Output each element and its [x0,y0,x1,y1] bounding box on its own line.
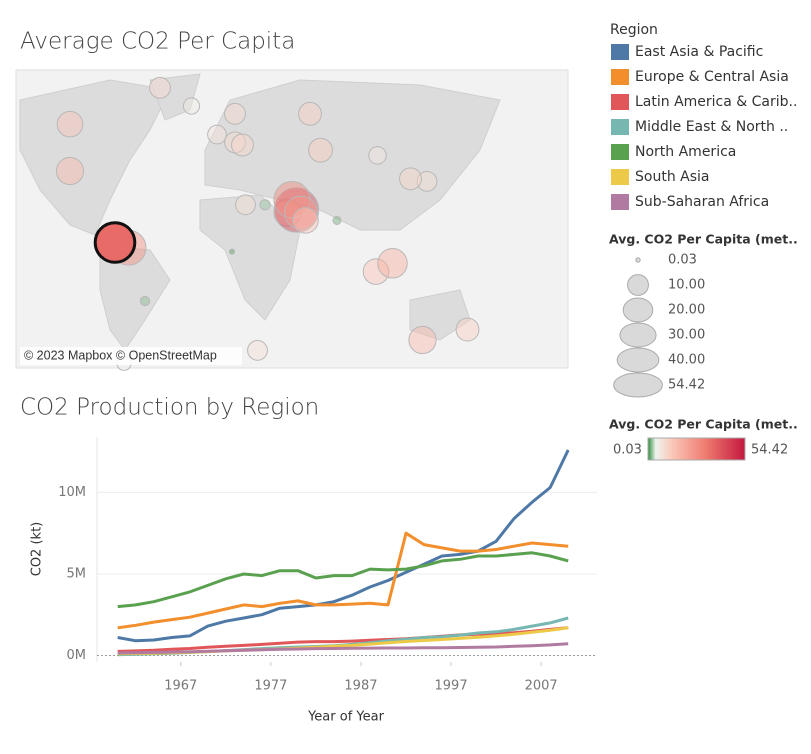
eurasia [204,79,501,231]
map-point [182,97,201,115]
color-legend-min: 0.03 [613,443,642,458]
size-legend-label: 20.00 [668,303,705,318]
legend-label: Middle East & North .. [635,119,788,135]
size-legend-circle [619,322,657,348]
size-legend-label: 54.42 [668,378,705,393]
y-tick-label: 10M [58,485,86,500]
region-legend-title: Region [610,22,658,38]
y-tick-label: 5M [67,566,87,581]
africa [199,194,301,321]
legend-swatch [611,119,629,135]
map-point [298,101,322,126]
map-point [368,146,387,165]
x-tick-label: 1987 [344,679,377,694]
size-legend-circle [622,297,654,323]
legend-swatch [611,169,629,185]
x-tick-label: 1967 [164,679,197,694]
map-point [416,171,438,192]
map-point [308,137,333,163]
map-point [292,207,319,234]
map-point [207,124,227,145]
map-point [408,325,437,355]
map-point [228,248,236,255]
series-line [117,626,569,653]
x-axis-title: Year of Year [307,710,384,725]
series-line [117,449,570,643]
map-point [149,76,171,99]
greenland [149,73,201,121]
map-point [332,215,342,225]
map-attribution: © 2023 Mapbox © OpenStreetMap [24,348,217,362]
map-point [224,102,246,125]
color-legend-title: Avg. CO2 Per Capita (met.. [609,417,798,432]
y-axis-title: CO2 (kt) [30,522,45,576]
map-point [259,199,271,211]
size-legend-label: 30.00 [668,328,705,343]
legend-label: Europe & Central Asia [635,69,789,85]
map-point [247,340,268,361]
size-legend-label: 10.00 [668,278,705,293]
x-tick-label: 2007 [525,679,558,694]
australia [409,289,471,341]
legend-swatch [611,194,629,210]
size-legend-circle [627,274,649,296]
map-point [377,248,408,279]
map-point [362,258,390,285]
legend-label: North America [635,144,736,160]
size-legend-label: 0.03 [668,253,697,268]
map-point [273,198,302,227]
series-line [117,642,569,655]
size-legend-title: Avg. CO2 Per Capita (met.. [609,232,798,247]
south-america [99,244,171,351]
map-point [56,110,84,138]
size-legend-circle [616,347,660,373]
series-line [117,531,569,630]
attribution-bg [20,347,242,365]
size-legend-circle [613,372,663,398]
series-line [117,551,569,609]
x-tick-label: 1977 [254,679,287,694]
map-point [273,187,320,233]
map-point [231,133,254,157]
map-point [55,156,85,186]
map-point [139,295,151,307]
map-title: Average CO2 Per Capita [20,29,295,55]
chart-title: CO2 Production by Region [20,395,319,421]
map-point [399,167,422,191]
legend-swatch [611,94,629,110]
legend-swatch [611,44,629,60]
y-tick-label: 0M [67,648,87,663]
legend-swatch [611,144,629,160]
size-legend-label: 40.00 [668,353,705,368]
x-tick-label: 1997 [435,679,468,694]
legend-swatch [611,69,629,85]
legend-label: South Asia [635,169,709,185]
size-legend-circle [635,257,641,263]
legend-label: Latin America & Carib.. [635,94,797,110]
map-point [235,194,256,216]
map-points [55,76,480,371]
map-point [455,317,480,342]
color-legend-max: 54.42 [751,443,788,458]
color-legend-ramp [647,437,746,461]
legend-label: East Asia & Pacific [635,44,763,60]
legend-label: Sub-Saharan Africa [635,194,769,210]
land [19,73,501,351]
map-point [93,221,137,264]
